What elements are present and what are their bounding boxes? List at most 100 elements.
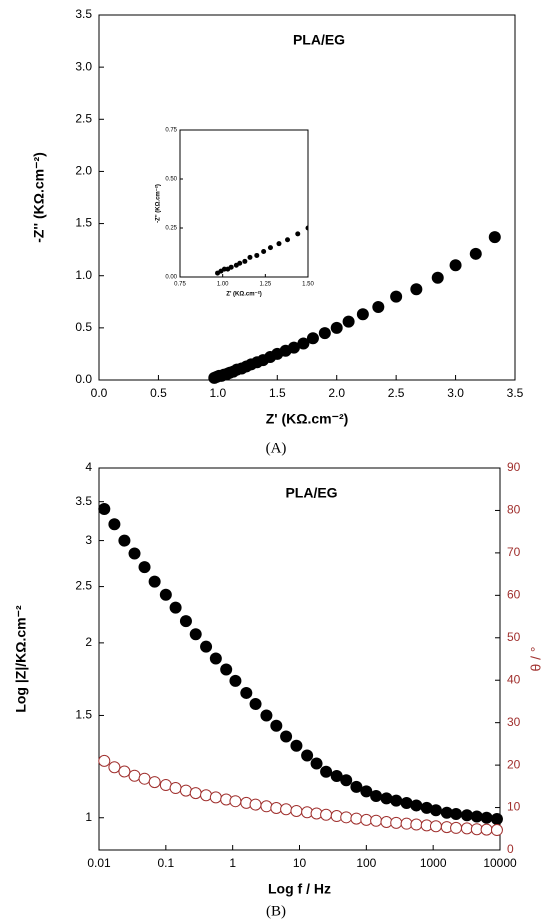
data-point (370, 790, 383, 803)
data-point (209, 652, 222, 665)
y-tick-label: 1 (85, 810, 92, 824)
data-point (470, 810, 483, 823)
data-point (320, 808, 333, 821)
x-tick-label: 1.25 (259, 282, 271, 288)
data-point (360, 785, 373, 798)
data-point (340, 774, 353, 787)
data-point (249, 697, 262, 710)
data-point (229, 674, 242, 687)
data-point (431, 271, 444, 284)
data-point (400, 797, 413, 810)
chart-title: PLA/EG (285, 485, 337, 501)
inset-points (215, 82, 541, 276)
data-point (318, 327, 331, 340)
x-tick-label: 0.01 (87, 856, 111, 870)
data-point (350, 812, 363, 825)
inset-data-point (237, 260, 243, 266)
inset-data-point (242, 258, 248, 264)
data-point (390, 816, 403, 829)
inset-data-point (536, 82, 541, 87)
data-point (108, 761, 121, 774)
y-tick-label: 4 (85, 460, 92, 474)
x-tick-label: 0.1 (157, 856, 174, 870)
data-point (108, 518, 121, 531)
inset-data-point (357, 196, 362, 201)
data-point (410, 818, 423, 831)
data-point (169, 782, 182, 795)
y-tick-label: 1.5 (75, 708, 92, 722)
data-point (189, 628, 202, 641)
data-point (340, 811, 353, 824)
data-point (260, 709, 273, 722)
data-point (342, 315, 355, 328)
data-point (128, 547, 141, 560)
inset-background (180, 130, 308, 277)
data-point (350, 780, 363, 793)
y-tick-label: 3 (85, 533, 92, 547)
plot-frame (179, 129, 309, 278)
y-axis-label: Log |Z|/KΩ.cm⁻² (13, 605, 29, 713)
y2-tick-label: 10 (507, 800, 521, 814)
data-point (220, 663, 233, 676)
data-point (189, 787, 202, 800)
data-point (159, 588, 172, 601)
data-point (380, 792, 393, 805)
y2-tick-label: 40 (507, 672, 521, 686)
y-tick-label: 3.5 (75, 494, 92, 508)
plot-frame (98, 467, 501, 851)
data-point (270, 801, 283, 814)
data-point (200, 640, 213, 653)
data-point (490, 813, 503, 826)
inset-x-axis-label: Z' (KΩ.cm⁻²) (226, 291, 261, 298)
y-tick-label: 3.5 (75, 7, 92, 21)
inset-data-point (254, 252, 260, 258)
data-point (118, 765, 131, 778)
inset-data-point (228, 264, 234, 270)
x-tick-label: 2.0 (328, 386, 345, 400)
y-tick-label: 2.0 (75, 164, 92, 178)
x-tick-label: 10000 (483, 856, 517, 870)
data-point (370, 814, 383, 827)
inset-y-axis-label: -Z'' (KΩ.cm⁻²) (155, 184, 162, 223)
x-tick-label: 1.00 (217, 282, 229, 288)
data-point (290, 739, 303, 752)
data-point (260, 800, 273, 813)
data-point (450, 821, 463, 834)
data-point (469, 247, 482, 260)
y-tick-label: 2 (85, 635, 92, 649)
data-point (297, 337, 310, 350)
data-point (229, 795, 242, 808)
x-tick-label: 0.75 (174, 282, 186, 288)
data-point (410, 799, 423, 812)
data-point (356, 308, 369, 321)
y-tick-label: 1.5 (75, 216, 92, 230)
data-point (429, 820, 442, 833)
y2-tick-label: 0 (507, 842, 514, 856)
inset-data-point (267, 245, 273, 251)
data-point (169, 601, 182, 614)
inset-data-point (408, 165, 413, 170)
data-point (290, 804, 303, 817)
data-point (240, 686, 253, 699)
data-point (148, 776, 161, 789)
data-point (480, 823, 493, 836)
data-point (179, 784, 192, 797)
x-tick-label: 1.0 (210, 386, 227, 400)
x-tick-label: 0.5 (150, 386, 167, 400)
data-point (488, 231, 501, 244)
y2-tick-label: 70 (507, 545, 521, 559)
y2-axis-label: θ / ° (528, 646, 544, 671)
data-point (148, 575, 161, 588)
x-tick-label: 2.5 (388, 386, 405, 400)
y-tick-label: 2.5 (75, 579, 92, 593)
x-tick-label: 1 (229, 856, 236, 870)
data-point (480, 811, 493, 824)
data-point (306, 332, 319, 345)
data-point (372, 301, 385, 313)
y-tick-label: 3.0 (75, 59, 92, 73)
inset-data-point (295, 231, 301, 237)
y-tick-label: 0.75 (165, 128, 177, 134)
data-point (280, 803, 293, 816)
data-point (138, 772, 151, 785)
